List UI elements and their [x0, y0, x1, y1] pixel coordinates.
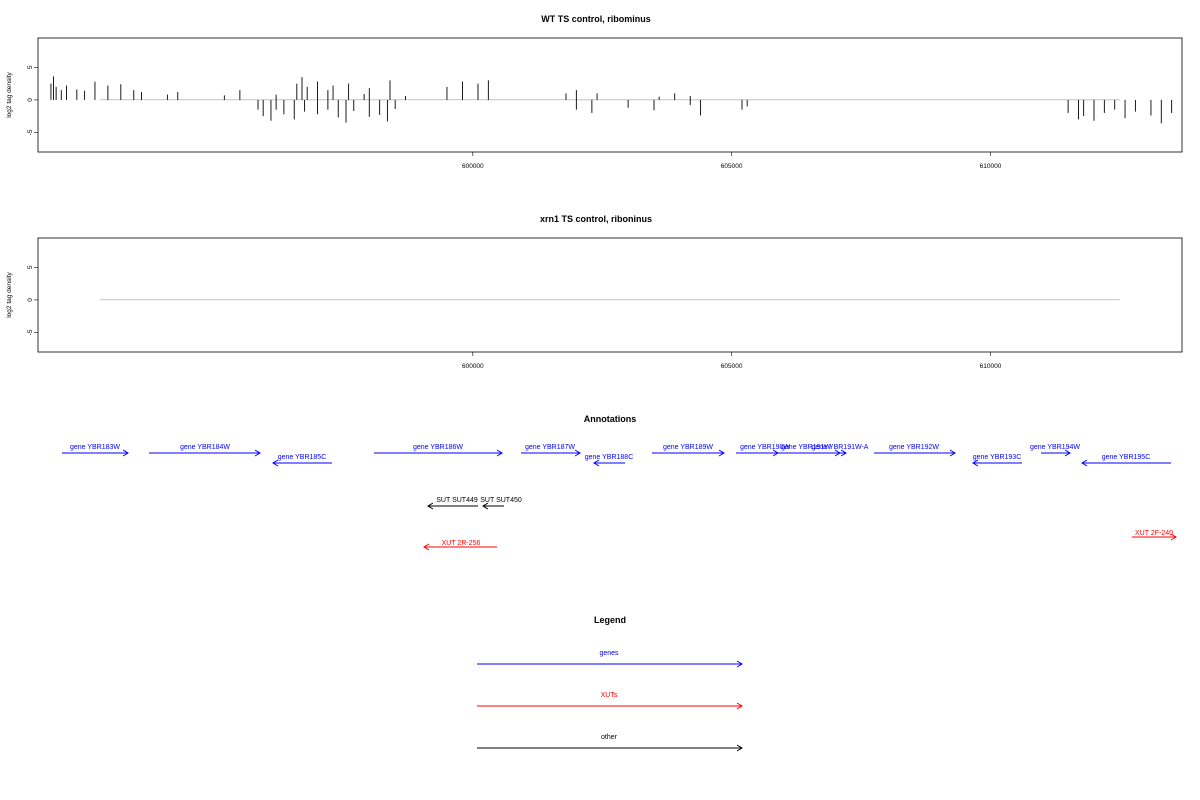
wt-x-tick-label: 605000 — [721, 163, 743, 170]
gene-annotation-arrowhead — [574, 449, 581, 457]
other-annotation-label: SUT SUT450 — [480, 497, 522, 504]
legend-item-label: genes — [599, 650, 619, 657]
wt-y-tick-label: -5 — [27, 129, 34, 135]
panel-xrn1: xrn1 TS control, riboninus -5 0 5 log2 tag… — [6, 214, 1183, 370]
wt-x-axis: 600000 605000 610000 — [462, 152, 1002, 170]
legend-item-arrowhead — [736, 744, 743, 752]
wt-coverage-bars — [50, 76, 1173, 124]
xrn1-y-tick-label: -5 — [27, 329, 34, 335]
gene-annotation-label: gene YBR190W — [740, 444, 790, 451]
annotations-track: Annotations gene YBR183W gene YBR184Wgene… — [62, 414, 1177, 551]
wt-y-axis: -5 0 5 — [27, 65, 38, 135]
gene-annotation-label: gene YBR183W — [70, 444, 120, 451]
xrn1-x-tick-label: 605000 — [721, 363, 743, 370]
other-annotation-label: SUT SUT449 — [436, 497, 478, 504]
xut-annotation-arrowhead — [1170, 533, 1177, 541]
gene-annotation-arrowhead — [1064, 449, 1071, 457]
legend-item-label: other — [601, 734, 618, 741]
gene-annotation-arrowhead — [949, 449, 956, 457]
gene-annotation-label: gene YBR191W — [781, 444, 831, 451]
legend-title: Legend — [594, 615, 626, 625]
legend: Legend genes XUTs other — [477, 615, 743, 752]
gene-annotation-label: gene YBR193C — [973, 454, 1022, 461]
xrn1-y-axis-label: log2 tag density — [6, 271, 13, 317]
panel-wt: WT TS control, ribominus -5 0 5 log2 tag d… — [6, 14, 1183, 170]
gene-annotation-arrowhead — [496, 449, 503, 457]
gene-annotation-arrowhead — [254, 449, 261, 457]
other-annotation-arrowhead — [482, 502, 489, 510]
legend-item-arrowhead — [736, 660, 743, 668]
xut-annotations: XUT 2R-256 XUT 2F-240 — [423, 530, 1177, 551]
gene-annotation-label: gene YBR184W — [180, 444, 230, 451]
gene-annotation-label: gene YBR195C — [1102, 454, 1151, 461]
gene-annotation-label: gene YBR192W — [889, 444, 939, 451]
xrn1-x-tick-label: 610000 — [980, 363, 1002, 370]
gene-annotation-arrowhead — [593, 459, 600, 467]
wt-y-tick-label: 5 — [27, 65, 34, 69]
xrn1-y-tick-label: 5 — [27, 265, 34, 269]
xrn1-y-tick-label: 0 — [27, 298, 34, 302]
wt-y-tick-label: 0 — [27, 98, 34, 102]
gene-annotation-label: gene YBR188C — [585, 454, 634, 461]
gene-annotation-arrowhead — [122, 449, 129, 457]
gene-annotation-label: gene YBR187W — [525, 444, 575, 451]
other-annotations: SUT SUT449 SUT SUT450 — [427, 497, 522, 510]
gene-annotation-label: gene YBR194W — [1030, 444, 1080, 451]
xrn1-plot-frame — [37, 237, 1183, 353]
legend-item-label: XUTs — [601, 692, 618, 699]
gene-annotation-label: gene YBR191W-A — [812, 444, 869, 451]
gene-annotation-arrowhead — [840, 449, 847, 457]
gene-annotation-label: gene YBR186W — [413, 444, 463, 451]
gene-annotation-label: gene YBR185C — [278, 454, 327, 461]
wt-y-axis-label: log2 tag density — [6, 71, 13, 117]
wt-x-tick-label: 600000 — [462, 163, 484, 170]
gene-annotations: gene YBR183W gene YBR184W gene YBR185C gene… — [62, 444, 1171, 467]
legend-item-arrowhead — [736, 702, 743, 710]
xrn1-y-axis: -5 0 5 — [27, 265, 38, 335]
gene-annotation-label: gene YBR189W — [663, 444, 713, 451]
gene-annotation-arrowhead — [718, 449, 725, 457]
gene-annotation-arrowhead — [1081, 459, 1088, 467]
wt-x-tick-label: 610000 — [980, 163, 1002, 170]
xut-annotation-label: XUT 2F-240 — [1135, 530, 1173, 537]
gene-annotation-arrowhead — [272, 459, 279, 467]
xrn1-x-axis: 600000 605000 610000 — [462, 352, 1002, 370]
xut-annotation-arrowhead — [423, 543, 430, 551]
wt-panel-title: WT TS control, ribominus — [541, 14, 651, 24]
xrn1-panel-title: xrn1 TS control, riboninus — [540, 214, 652, 224]
xut-annotation-label: XUT 2R-256 — [442, 540, 481, 547]
xrn1-x-tick-label: 600000 — [462, 363, 484, 370]
wt-plot-frame — [37, 37, 1183, 153]
legend-items: genes XUTs other — [477, 650, 743, 752]
gene-annotation-arrowhead — [972, 459, 979, 467]
other-annotation-arrowhead — [427, 502, 434, 510]
annotations-title: Annotations — [584, 414, 637, 424]
